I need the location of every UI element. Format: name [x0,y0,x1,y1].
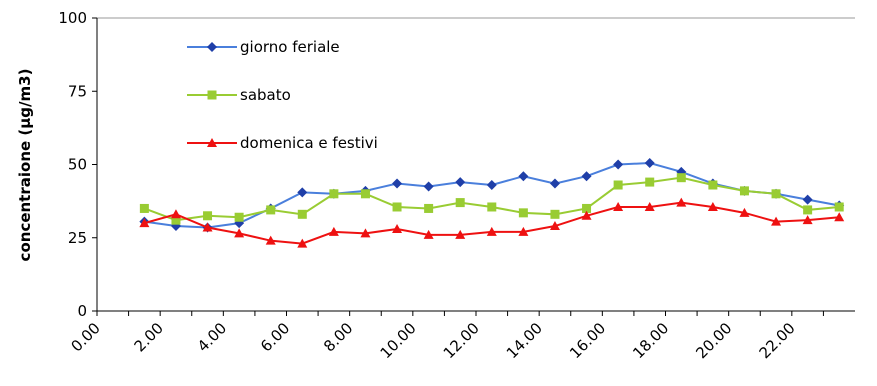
marker [771,216,782,226]
marker [518,226,529,236]
marker [139,218,150,228]
y-tick-label: 25 [68,229,87,247]
marker [803,205,813,215]
marker [549,221,560,231]
legend-label: giorno feriale [240,38,340,56]
marker [549,178,560,189]
marker [360,228,371,238]
marker [392,178,403,189]
x-tick-label: 2.00 [131,319,167,355]
x-tick-label: 16.00 [566,319,609,362]
y-tick-label: 0 [77,302,87,320]
marker [234,228,245,238]
marker [423,181,434,192]
marker [739,186,749,196]
marker [297,238,308,248]
marker [424,203,434,213]
marker [834,202,844,212]
marker [392,223,403,233]
marker [207,42,217,52]
marker [487,202,497,212]
marker [802,194,813,205]
marker [644,201,655,211]
y-tick-label: 100 [58,9,87,27]
legend-label: domenica e festivi [240,134,378,152]
marker [139,203,149,213]
marker [297,209,307,219]
marker [834,212,845,222]
marker [518,208,528,218]
marker [265,235,276,245]
marker [171,215,181,225]
marker [676,197,687,207]
marker [771,189,781,199]
x-tick-label: 0.00 [67,319,103,355]
x-tick-label: 10.00 [377,319,420,362]
x-tick-label: 4.00 [194,319,230,355]
marker [297,187,308,198]
marker [581,210,592,220]
marker [739,207,750,217]
marker [360,189,370,199]
y-axis-label: concentraione (µg/m3) [16,69,34,262]
marker [518,171,529,182]
marker [328,226,339,236]
y-tick-label: 75 [68,82,87,100]
x-tick-label: 22.00 [756,319,799,362]
series-line [144,162,840,229]
marker [423,229,434,239]
marker [613,201,624,211]
marker [455,229,466,239]
marker [613,159,624,170]
marker [392,202,402,212]
x-tick-label: 18.00 [629,319,672,362]
legend-label: sabato [240,86,291,104]
marker [170,209,181,219]
marker [708,180,718,190]
marker [202,222,213,232]
marker [486,226,497,236]
marker [581,171,592,182]
marker [455,177,466,188]
y-tick-label: 50 [68,156,87,174]
x-tick-label: 20.00 [692,319,735,362]
marker [676,173,686,183]
marker [203,211,213,221]
x-tick-label: 6.00 [257,319,293,355]
marker [645,177,655,187]
marker [207,138,217,147]
marker [644,158,655,169]
marker [550,209,560,219]
x-tick-label: 8.00 [320,319,356,355]
marker [234,212,244,222]
marker [329,189,339,199]
x-tick-label: 12.00 [440,319,483,362]
marker [582,203,592,213]
marker [802,215,813,225]
marker [486,180,497,191]
x-tick-label: 14.00 [503,319,546,362]
marker [455,198,465,208]
marker [207,90,217,100]
marker [613,180,623,190]
marker [266,205,276,215]
marker [707,201,718,211]
